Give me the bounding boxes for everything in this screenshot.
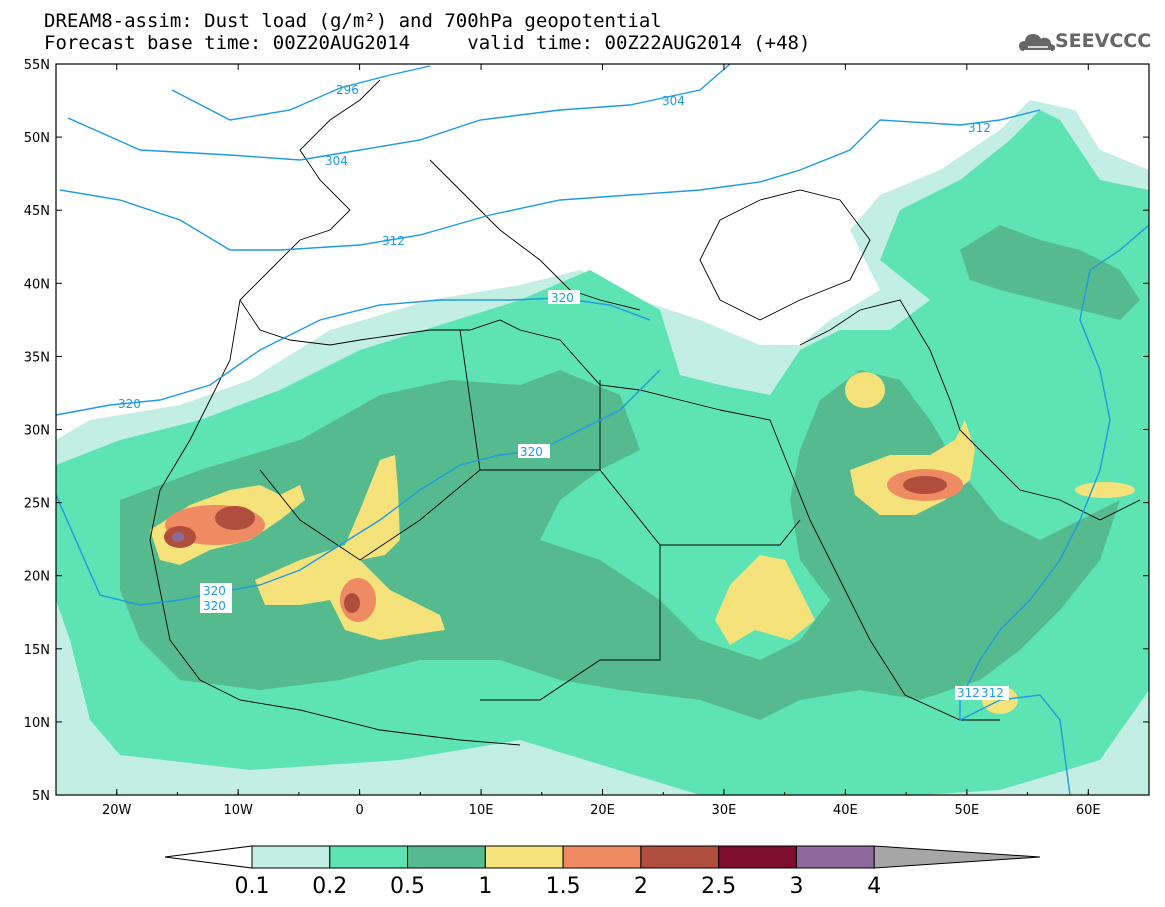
lon-tick-label: 10E xyxy=(469,803,494,818)
contour-label: 320 xyxy=(551,291,574,305)
cloud-icon xyxy=(1019,34,1056,52)
dust-band-2-mali xyxy=(344,593,360,613)
dust-fields xyxy=(56,100,1149,795)
map-subtitle: Forecast base time: 00Z20AUG2014 valid t… xyxy=(44,33,810,54)
dust-band-1-oman xyxy=(1075,482,1135,498)
contour-label: 312 xyxy=(968,121,991,135)
contour-label: 296 xyxy=(336,83,359,97)
colorbar-label: 0.2 xyxy=(312,874,347,899)
colorbar-swatch xyxy=(562,845,642,869)
logo-text: SEEVCCC xyxy=(1055,30,1152,52)
colorbar: 0.1 0.2 0.5 1 1.5 2 2.5 3 4 xyxy=(164,845,1041,899)
colorbar-label: 3 xyxy=(789,874,803,899)
contour-label: 304 xyxy=(662,94,685,108)
lat-tick-label: 40N xyxy=(24,277,50,292)
colorbar-swatch xyxy=(484,845,564,869)
lon-tick-label: 40E xyxy=(833,803,858,818)
contour-296 xyxy=(171,65,431,121)
contour-label: 320 xyxy=(203,599,226,613)
colorbar-label: 0.1 xyxy=(235,874,270,899)
lat-tick-label: 35N xyxy=(24,350,50,365)
contour-label: 304 xyxy=(325,154,348,168)
colorbar-low-arrow xyxy=(164,845,253,869)
lat-tick-label: 15N xyxy=(24,643,50,658)
contour-labels: 296 304 304 312 312 320 320 320 320 320 … xyxy=(118,83,1009,700)
colorbar-swatch xyxy=(795,845,875,869)
colorbar-swatch xyxy=(329,845,409,869)
colorbar-swatch xyxy=(251,845,331,869)
dust-band-2-west-a xyxy=(215,506,255,530)
contour-312-west xyxy=(59,109,1041,251)
lon-tick-label: 20E xyxy=(590,803,615,818)
dust-band-0.5-b xyxy=(960,225,1140,320)
contour-label: 320 xyxy=(203,584,226,598)
dust-band-1-iraq xyxy=(845,372,885,408)
coastlines xyxy=(149,79,1141,746)
colorbar-swatch xyxy=(407,845,486,869)
colorbar-label: 2 xyxy=(634,874,648,899)
lat-tick-label: 30N xyxy=(24,424,50,439)
lat-tick-label: 25N xyxy=(24,497,50,512)
lon-tick-label: 0 xyxy=(355,803,363,818)
dust-band-1-central xyxy=(255,455,445,640)
contour-label: 320 xyxy=(520,445,543,459)
valid-time: valid time: 00Z22AUG2014 (+48) xyxy=(467,32,811,54)
map-title: DREAM8-assim: Dust load (g/m²) and 700hP… xyxy=(44,10,662,32)
colorbar-label: 0.5 xyxy=(390,874,425,899)
contour-label: 312 xyxy=(957,686,980,700)
colorbar-swatch xyxy=(640,845,720,869)
axis-ticks xyxy=(55,63,1150,796)
colorbar-high-arrow xyxy=(873,845,1041,869)
axis-tick-labels: 5N 10N 15N 20N 25N 30N 35N 40N 45N 50N 55N 20W 10W 0 1… xyxy=(24,58,1101,818)
dust-band-2-arabia xyxy=(903,476,947,494)
contour-label: 312 xyxy=(981,686,1004,700)
lat-tick-label: 55N xyxy=(24,58,50,73)
lon-tick-label: 10W xyxy=(223,803,253,818)
dust-band-3 xyxy=(172,532,184,542)
lat-tick-label: 5N xyxy=(32,789,50,804)
lon-tick-label: 60E xyxy=(1076,803,1101,818)
contour-320-central xyxy=(56,369,661,606)
lat-tick-label: 10N xyxy=(24,716,50,731)
colorbar-swatch xyxy=(718,845,797,869)
contour-304-west xyxy=(67,64,731,161)
colorbar-label: 2.5 xyxy=(701,874,736,899)
colorbar-label: 1.5 xyxy=(546,874,581,899)
lat-tick-label: 50N xyxy=(24,131,50,146)
lat-tick-label: 45N xyxy=(24,204,50,219)
colorbar-label: 1 xyxy=(478,874,492,899)
contour-label: 312 xyxy=(382,234,405,248)
lat-tick-label: 20N xyxy=(24,570,50,585)
lon-tick-label: 50E xyxy=(954,803,979,818)
dust-band-1-sudan xyxy=(715,555,815,645)
lon-tick-label: 20W xyxy=(102,803,132,818)
colorbar-label: 4 xyxy=(867,874,881,899)
contour-label: 320 xyxy=(118,397,141,411)
lon-tick-label: 30E xyxy=(712,803,737,818)
forecast-base-time: Forecast base time: 00Z20AUG2014 xyxy=(44,32,411,54)
